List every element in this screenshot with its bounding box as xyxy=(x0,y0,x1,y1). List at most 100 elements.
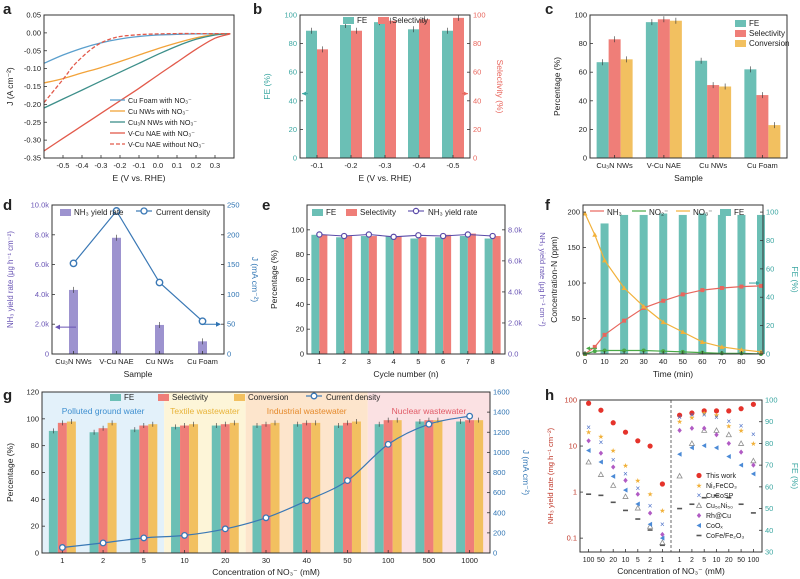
panel-b-bar xyxy=(408,29,419,158)
panel-h-point: × xyxy=(611,455,616,464)
panel-g-y-tick-label: 80 xyxy=(31,441,39,450)
panel-g-region-label: Nuclear wastewater xyxy=(392,406,467,416)
panel-c-x-tick-label: Cu₃N NWs xyxy=(596,161,633,170)
panel-h-point: × xyxy=(599,438,604,447)
panel-a-y-axis-label: J (A cm⁻²) xyxy=(5,67,15,106)
panel-g-y2-tick-label: 200 xyxy=(493,528,506,537)
panel-f-point xyxy=(582,211,588,216)
panel-a-series-line xyxy=(43,32,231,84)
panel-h-point xyxy=(695,502,703,508)
panel-h-x-tick-label: 5 xyxy=(636,557,640,564)
panel-f-point xyxy=(602,348,607,353)
panel-b-bar xyxy=(351,30,362,159)
panel-e-x-tick-label: 2 xyxy=(342,357,346,366)
panel-h-y2-tick-label: 60 xyxy=(765,482,773,491)
panel-b-bar xyxy=(340,25,351,159)
panel-d-y2-tick-label: 0 xyxy=(227,350,231,359)
panel-h-point xyxy=(714,432,719,438)
panel-g-y2-tick-label: 1200 xyxy=(493,428,510,437)
panel-d-y-tick-label: 0 xyxy=(45,350,49,359)
panel-h-point xyxy=(610,473,616,479)
panel-e-bar xyxy=(492,236,501,354)
panel-h-x-tick-label: 10 xyxy=(622,557,630,564)
panel-g-y2-tick-label: 0 xyxy=(493,549,497,558)
panel-e-bar xyxy=(368,236,377,354)
panel-g-current-point xyxy=(384,440,392,448)
panel-h-point: ★ xyxy=(585,429,591,437)
panel-c-bar xyxy=(756,95,769,158)
panel-h-y2-tick-label: 70 xyxy=(765,461,773,470)
panel-h-legend-label: Cu₅₀Ni₅₀ xyxy=(706,503,733,510)
panel-h-x-tick-label: 100 xyxy=(583,557,595,564)
panel-b-legend-label: FE xyxy=(357,16,367,25)
panel-g-x-tick-label: 1000 xyxy=(461,556,478,565)
panel-h-point xyxy=(586,448,591,454)
panel-a-series-line xyxy=(43,33,231,64)
panel-g-current-point xyxy=(140,534,148,542)
panel-g-region-label: Industrial wastewater xyxy=(267,406,347,416)
panel-d-legend-marker xyxy=(140,207,148,215)
panel-c-bar xyxy=(719,86,732,158)
panel-h-point: ★ xyxy=(738,427,744,435)
panel-g-bar xyxy=(189,424,199,553)
panel-h-point xyxy=(689,503,695,506)
panel-f-x-tick-label: 80 xyxy=(737,357,745,366)
panel-h-point xyxy=(714,494,719,497)
panel-b-legend-swatch xyxy=(343,17,354,24)
panel-h-point xyxy=(660,531,665,538)
panel-c-y-tick-label: 40 xyxy=(579,96,587,105)
panel-e-y2-axis-label: NH₃ yield rate (μg h⁻¹ cm⁻²) xyxy=(538,232,547,327)
panel-h-point: × xyxy=(697,491,702,500)
panel-e-x-tick-label: 3 xyxy=(367,357,371,366)
panel-e-bar xyxy=(418,237,427,354)
panel-g-legend-label: Current density xyxy=(326,393,380,402)
panel-d-current-point xyxy=(155,278,164,287)
panel-g-bar xyxy=(333,425,343,553)
panel-e-label: e xyxy=(262,197,270,214)
panel-d-axis-arrow-head xyxy=(55,324,60,330)
panel-g-x-tick-label: 5 xyxy=(142,556,146,565)
panel-h-point: ★ xyxy=(713,412,719,420)
panel-f-legend-label: NH₃ xyxy=(607,208,622,217)
panel-f-y2-tick-label: 100 xyxy=(766,208,779,217)
panel-d-y-tick-label: 8.0k xyxy=(35,230,49,239)
panel-d-bar xyxy=(198,341,207,354)
panel-h-point xyxy=(713,427,720,433)
panel-g-x-tick-label: 40 xyxy=(303,556,311,565)
panel-g-legend-swatch xyxy=(234,394,245,401)
panel-e-yield-line xyxy=(319,233,493,238)
panel-g-bar xyxy=(433,420,443,553)
panel-e-y2-tick-label: 6.0k xyxy=(508,256,522,265)
panel-d-y2-tick-label: 100 xyxy=(227,290,240,299)
panel-h-point xyxy=(611,464,616,470)
panel-h-x-tick-label: 2 xyxy=(648,557,652,564)
panel-e-bar xyxy=(319,234,328,354)
panel-h-y-tick-label: 1 xyxy=(573,488,577,497)
panel-f-series-line xyxy=(584,349,762,355)
panel-e-yield-point xyxy=(390,233,397,241)
panel-b-y-tick-label: 80 xyxy=(289,39,297,48)
panel-b-legend-label: Selectivity xyxy=(392,16,428,25)
panel-e-bar xyxy=(467,233,476,354)
panel-a-legend-label: Cu NWs with NO₃⁻ xyxy=(128,107,189,116)
panel-h-point xyxy=(677,427,682,433)
panel-f-fe-bar xyxy=(737,214,746,354)
panel-h-point xyxy=(635,438,641,444)
panel-d-x-tick-label: Cu Foam xyxy=(187,357,218,366)
panel-h-point: × xyxy=(702,411,707,420)
panel-g-y2-tick-label: 1400 xyxy=(493,408,510,417)
panel-h-point xyxy=(738,503,744,506)
panel-g-legend-swatch xyxy=(110,394,121,401)
panel-f-y-axis-label: Concentration-N (ppm) xyxy=(549,236,559,323)
panel-a-y-tick-label: -0.10 xyxy=(24,64,41,73)
panel-c-frame xyxy=(589,14,788,159)
panel-a-y-tick-label: -0.05 xyxy=(24,46,41,55)
panel-e-y-tick-label: 100 xyxy=(291,225,304,234)
panel-h-y-tick-label: 10 xyxy=(569,442,577,451)
panel-e-x-tick-label: 8 xyxy=(491,357,495,366)
panel-f-x-tick-label: 20 xyxy=(620,357,628,366)
panel-f-point xyxy=(680,292,685,297)
panel-f-point xyxy=(622,318,627,323)
panel-g-current-point xyxy=(466,412,474,420)
panel-h-x-axis-label: Concentration of NO₃⁻ (mM) xyxy=(617,566,725,576)
